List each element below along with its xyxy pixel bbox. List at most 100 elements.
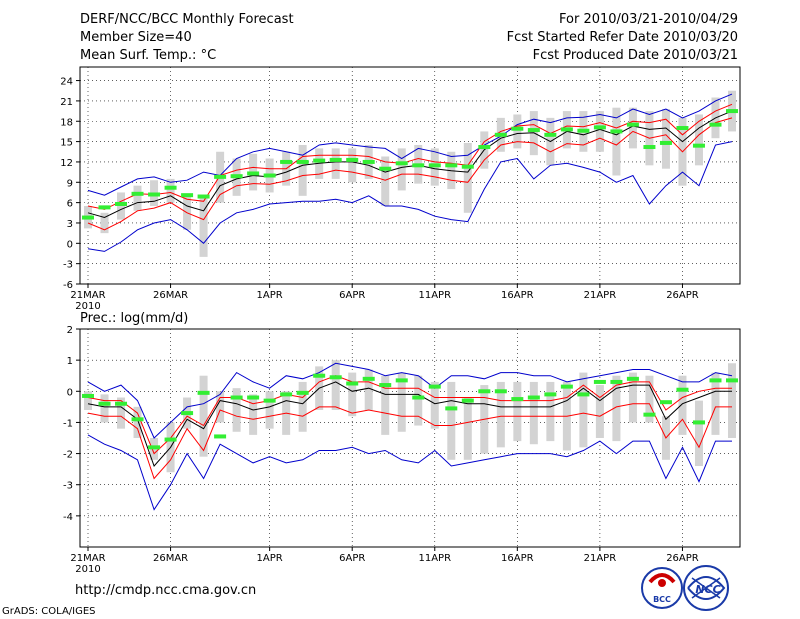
temp-xtick-label: 1APR — [257, 290, 283, 301]
precip-spread-box — [397, 372, 406, 432]
precip-plot-frame — [79, 328, 741, 548]
temp-spread-box — [397, 148, 406, 191]
temp-observed-mark — [379, 166, 392, 171]
temp-spread-box — [100, 212, 109, 234]
temp-observed-mark — [280, 159, 293, 164]
precip-xtick-label: 21APR — [584, 553, 617, 564]
temp-observed-mark — [527, 128, 540, 133]
temp-observed-mark — [395, 161, 408, 166]
temp-observed-mark — [346, 157, 359, 162]
precip-spread-box — [579, 372, 588, 448]
precip-observed-mark — [560, 384, 573, 389]
precip-spread-box — [364, 369, 373, 410]
precip-spread-box — [513, 381, 522, 442]
temp-spread-box — [199, 195, 208, 257]
precip-observed-mark — [346, 381, 359, 386]
temp-spread-box — [331, 148, 340, 179]
temp-ytick-label: 0 — [67, 239, 73, 250]
temp-ytick-label: 15 — [60, 138, 73, 149]
precip-ytick-label: -2 — [63, 450, 73, 461]
precip-observed-mark — [164, 437, 177, 442]
temp-ytick-label: 21 — [60, 97, 73, 108]
precip-observed-mark — [82, 393, 94, 398]
precip-xtick-label: 1APR — [257, 553, 283, 564]
precip-year-label: 2010 — [75, 564, 100, 575]
precip-series-upper-spread — [87, 375, 732, 455]
precip-spread-box — [100, 394, 109, 423]
temp-spread-box — [661, 109, 670, 169]
temp-spread-box — [694, 114, 703, 166]
temp-series-upper-spread — [87, 103, 733, 210]
temp-observed-mark — [412, 163, 425, 168]
temp-observed-mark — [362, 159, 375, 164]
precip-observed-mark — [610, 379, 623, 384]
precip-spread-box — [496, 381, 505, 448]
precip-observed-mark — [478, 389, 491, 394]
temp-observed-mark — [164, 185, 177, 190]
chart-title: DERF/NCC/BCC Monthly Forecast — [80, 12, 294, 27]
temp-observed-mark — [428, 163, 441, 168]
temp-observed-mark — [544, 132, 557, 137]
precip-spread-box — [249, 394, 258, 435]
precip-observed-mark — [115, 401, 128, 406]
precip-observed-mark — [511, 397, 524, 402]
precip-ytick-label: 1 — [67, 356, 73, 367]
temp-observed-mark — [445, 163, 458, 168]
temp-observed-mark — [676, 126, 689, 131]
precip-spread-box — [430, 381, 439, 429]
precip-spread-box — [199, 375, 208, 457]
precip-spread-box — [728, 363, 736, 438]
temp-xtick-label: 21APR — [584, 290, 617, 301]
temp-observed-mark — [461, 164, 474, 169]
temp-xtick-label: 11APR — [418, 290, 451, 301]
temp-observed-mark — [709, 122, 722, 127]
temp-ytick-label: 12 — [60, 158, 73, 169]
temp-spread-box — [628, 107, 637, 149]
temp-spread-box — [117, 192, 126, 220]
precip-series-ensemble-max — [87, 362, 733, 439]
temp-xtick-label: 6APR — [339, 290, 365, 301]
precip-observed-mark — [197, 390, 210, 395]
temp-observed-mark — [98, 205, 111, 210]
temp-series-lower-spread — [87, 117, 733, 231]
temp-observed-mark — [247, 171, 260, 176]
precip-observed-mark — [692, 420, 705, 425]
precip-observed-mark — [445, 406, 458, 411]
temp-xtick-label: 16APR — [501, 290, 534, 301]
precip-observed-mark — [131, 417, 144, 422]
precip-series-ensemble-mean — [87, 381, 732, 467]
precip-xtick-label: 16APR — [501, 553, 534, 564]
precip-xtick-label: 6APR — [339, 553, 365, 564]
temp-observed-mark — [494, 132, 507, 137]
temp-observed-mark — [263, 173, 276, 178]
forecast-period: For 2010/03/21-2010/04/29 — [559, 12, 738, 27]
precip-spread-box — [298, 381, 307, 432]
source-url[interactable]: http://cmdp.ncc.cma.gov.cn — [75, 583, 257, 598]
precip-series-lower-spread — [87, 403, 732, 480]
precip-observed-mark — [263, 398, 276, 403]
precip-observed-mark — [709, 378, 722, 383]
temp-ytick-label: 6 — [67, 199, 73, 210]
temp-spread-box — [513, 114, 522, 149]
precip-xtick-label: 26MAR — [153, 553, 188, 564]
temp-series-ensemble-min — [87, 141, 733, 252]
precip-spread-box — [711, 372, 720, 435]
temp-xtick-label: 21MAR — [70, 290, 105, 301]
precip-observed-mark — [247, 395, 260, 400]
precip-observed-mark — [593, 379, 606, 384]
temp-ytick-label: 9 — [67, 178, 73, 189]
temp-observed-mark — [560, 127, 573, 132]
precip-spread-box — [595, 385, 604, 438]
temp-series-ensemble-mean — [87, 110, 733, 219]
precip-spread-box — [133, 406, 142, 438]
precip-observed-mark — [577, 392, 590, 397]
temp-spread-box — [381, 156, 390, 207]
precip-spread-box — [84, 391, 92, 410]
temp-observed-mark — [214, 174, 227, 179]
temp-observed-mark — [577, 128, 590, 133]
temp-spread-box — [348, 148, 357, 183]
temp-ytick-label: 18 — [60, 117, 73, 128]
precip-observed-mark — [527, 395, 540, 400]
member-size: Member Size=40 — [80, 30, 192, 45]
temp-observed-mark — [511, 126, 524, 131]
